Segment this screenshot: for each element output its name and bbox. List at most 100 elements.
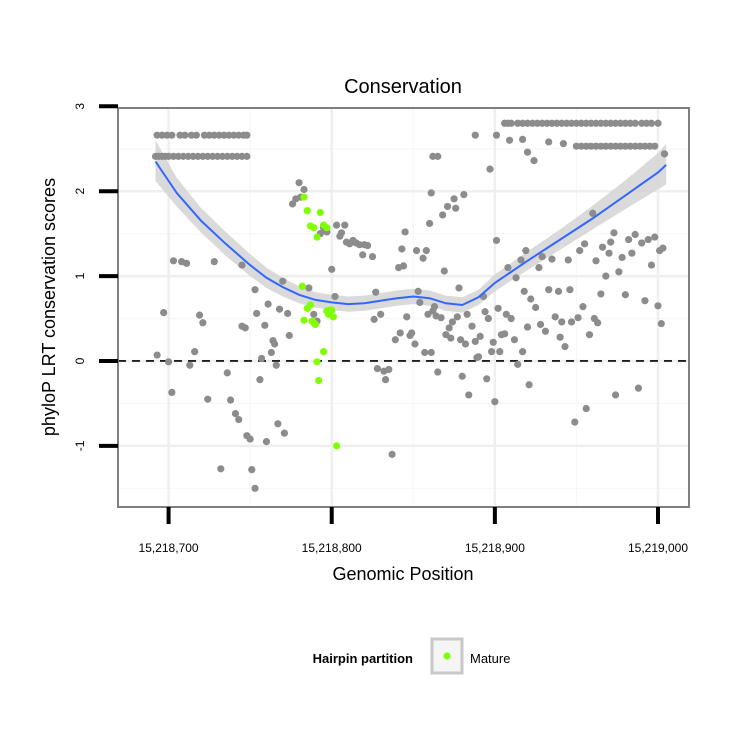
- data-point: [261, 321, 269, 329]
- data-point: [476, 332, 484, 340]
- data-point: [502, 310, 510, 318]
- data-point: [594, 319, 602, 327]
- data-point: [337, 229, 346, 237]
- legend-title: Hairpin partition: [313, 651, 413, 666]
- data-point: [486, 165, 494, 173]
- data-point: [471, 131, 479, 139]
- data-point: [520, 287, 528, 295]
- data-point: [558, 318, 566, 326]
- data-point: [447, 334, 455, 342]
- data-point: [582, 404, 590, 413]
- data-point: [580, 240, 589, 248]
- data-point: [654, 119, 662, 127]
- data-point: [585, 331, 594, 339]
- data-point: [450, 195, 458, 203]
- data-point: [487, 348, 496, 356]
- data-point: [168, 388, 176, 396]
- chart-title: Conservation: [344, 76, 462, 98]
- data-point: [434, 368, 442, 376]
- data-point: [191, 348, 199, 356]
- x-tick-label: 15,218,900: [465, 541, 525, 555]
- data-point: [545, 138, 553, 146]
- data-point: [434, 152, 442, 160]
- data-point: [566, 286, 574, 294]
- data-point: [536, 320, 545, 329]
- data-point: [398, 245, 406, 253]
- data-point: [373, 365, 381, 373]
- data-point: [556, 333, 564, 341]
- data-point: [535, 264, 543, 272]
- mature-data-point: [319, 348, 328, 356]
- data-point: [571, 418, 579, 426]
- data-point: [262, 438, 271, 446]
- data-point: [651, 142, 659, 150]
- data-point: [532, 303, 540, 312]
- data-point: [238, 261, 246, 269]
- data-point: [507, 119, 515, 127]
- data-point: [491, 398, 499, 406]
- data-point: [564, 256, 572, 264]
- data-point: [153, 351, 161, 359]
- data-point: [437, 314, 445, 322]
- data-points: [151, 119, 669, 492]
- data-point: [422, 247, 430, 255]
- mature-data-point: [323, 224, 331, 232]
- data-point: [231, 410, 240, 418]
- data-point: [426, 219, 434, 228]
- data-point: [507, 314, 515, 323]
- data-point: [169, 257, 178, 265]
- data-point: [465, 391, 473, 399]
- data-point: [427, 189, 435, 197]
- mature-data-point: [315, 376, 323, 385]
- y-axis: -1 0 1 2 3: [73, 103, 118, 451]
- data-point: [576, 247, 584, 255]
- data-point: [514, 360, 522, 368]
- data-point: [541, 327, 550, 335]
- data-point: [607, 238, 615, 246]
- data-point: [610, 229, 618, 237]
- data-point: [341, 221, 349, 229]
- data-point: [210, 258, 218, 266]
- data-point: [421, 348, 429, 357]
- data-point: [411, 340, 419, 348]
- data-point: [333, 221, 341, 229]
- data-point: [611, 391, 620, 399]
- data-point: [518, 348, 527, 356]
- data-point: [574, 314, 582, 322]
- data-point: [257, 354, 266, 363]
- data-point: [545, 286, 553, 294]
- data-point: [512, 274, 520, 282]
- data-point: [551, 313, 559, 321]
- data-point: [279, 277, 287, 285]
- data-point: [501, 330, 509, 338]
- data-point: [615, 268, 623, 276]
- data-point: [522, 247, 530, 255]
- data-point: [445, 324, 453, 332]
- mature-data-point: [316, 208, 324, 217]
- data-point: [408, 329, 416, 337]
- data-point: [331, 292, 339, 301]
- data-point: [618, 253, 626, 262]
- data-point: [359, 251, 367, 259]
- data-point: [628, 249, 636, 257]
- data-point: [518, 135, 527, 144]
- x-tick-label: 15,219,000: [628, 541, 688, 555]
- data-point: [474, 353, 483, 361]
- data-point: [267, 348, 275, 357]
- data-point: [419, 254, 427, 262]
- data-point: [443, 202, 452, 211]
- data-point: [458, 372, 466, 380]
- data-point: [288, 200, 297, 208]
- data-point: [182, 259, 191, 267]
- data-point: [271, 340, 279, 348]
- data-point: [391, 336, 399, 344]
- data-point: [625, 235, 633, 244]
- data-point: [223, 369, 231, 377]
- data-point: [416, 298, 424, 307]
- x-tick-label: 15,218,800: [302, 541, 362, 555]
- data-point: [168, 131, 176, 139]
- data-point: [647, 261, 656, 269]
- data-point: [235, 415, 243, 424]
- data-point: [274, 420, 282, 428]
